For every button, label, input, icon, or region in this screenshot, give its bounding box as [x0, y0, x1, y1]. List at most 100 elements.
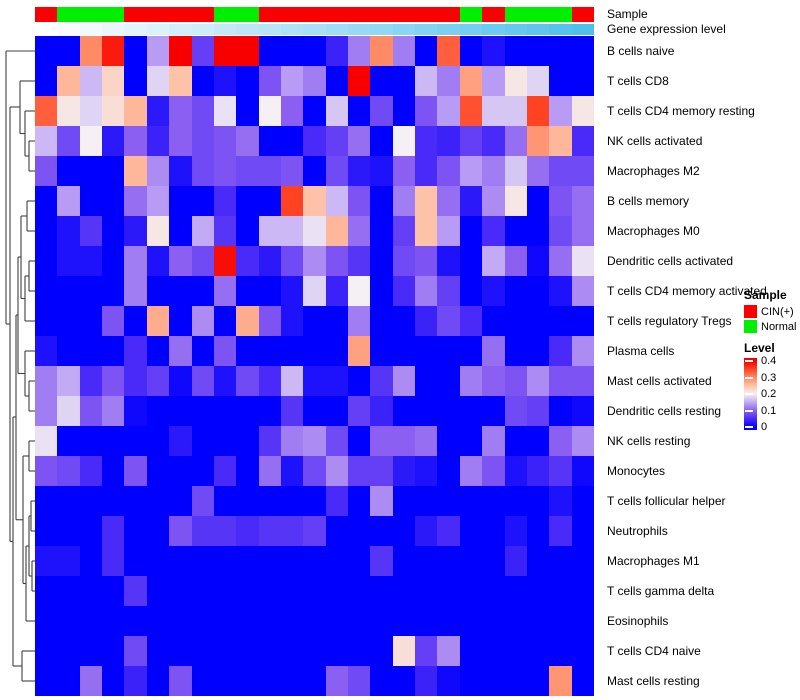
- heatmap-cell: [527, 276, 549, 306]
- heatmap-cell: [192, 36, 214, 66]
- sample-bar-cell: [527, 7, 549, 22]
- heatmap-cell: [281, 36, 303, 66]
- expression-bar-cell: [236, 24, 259, 35]
- heatmap-cell: [236, 636, 259, 666]
- heatmap-cell: [572, 306, 594, 336]
- heatmap-cell: [393, 366, 415, 396]
- sample-bar-cell: [147, 7, 169, 22]
- heatmap-cell: [549, 396, 572, 426]
- expression-bar-cell: [348, 24, 370, 35]
- heatmap-cell: [482, 156, 505, 186]
- heatmap-cell: [303, 96, 326, 126]
- heatmap-cell: [57, 666, 80, 696]
- heatmap-cell: [572, 546, 594, 576]
- level-tick-mark: [745, 360, 753, 362]
- sample-bar-cell: [437, 7, 460, 22]
- heatmap-cell: [80, 666, 102, 696]
- heatmap-cell: [192, 276, 214, 306]
- heatmap-cell: [482, 426, 505, 456]
- heatmap-cell: [192, 216, 214, 246]
- heatmap-cell: [437, 276, 460, 306]
- heatmap-cell: [57, 336, 80, 366]
- heatmap-cell: [214, 36, 236, 66]
- heatmap-cell: [527, 336, 549, 366]
- heatmap-cell: [505, 156, 527, 186]
- heatmap-cell: [482, 186, 505, 216]
- level-tick-label: 0.1: [761, 404, 777, 417]
- heatmap-cell: [437, 396, 460, 426]
- heatmap-cell: [57, 396, 80, 426]
- heatmap-cell: [57, 246, 80, 276]
- row-label: NK cells activated: [607, 134, 703, 148]
- legend: Sample CIN(+) Normal Level 0.4 0.3 0.2 0.1 0: [744, 288, 800, 434]
- heatmap-cell: [281, 306, 303, 336]
- heatmap-cell: [102, 516, 124, 546]
- heatmap-cell: [214, 276, 236, 306]
- heatmap-cell: [549, 126, 572, 156]
- heatmap-cell: [80, 66, 102, 96]
- heatmap-cell: [57, 276, 80, 306]
- legend-sample-title: Sample: [744, 288, 787, 302]
- heatmap-cell: [259, 486, 281, 516]
- row-label: Neutrophils: [607, 524, 668, 538]
- heatmap-cell: [214, 96, 236, 126]
- heatmap-cell: [214, 306, 236, 336]
- heatmap-cell: [393, 216, 415, 246]
- heatmap-cell: [482, 306, 505, 336]
- heatmap-cell: [460, 606, 482, 636]
- heatmap-cell: [393, 186, 415, 216]
- legend-color-swatch: [744, 305, 757, 318]
- heatmap-cell: [370, 456, 393, 486]
- heatmap-cell: [35, 606, 57, 636]
- heatmap-cell: [124, 426, 147, 456]
- heatmap-cell: [236, 246, 259, 276]
- row-label: T cells CD4 memory activated: [607, 284, 767, 298]
- heatmap-cell: [35, 306, 57, 336]
- heatmap-cell: [35, 426, 57, 456]
- heatmap-cell: [527, 396, 549, 426]
- sample-bar-cell: [124, 7, 147, 22]
- heatmap-cell: [169, 126, 192, 156]
- heatmap-cell: [505, 96, 527, 126]
- heatmap-cell: [80, 276, 102, 306]
- heatmap-cell: [124, 246, 147, 276]
- legend-level-title: Level: [744, 341, 775, 355]
- heatmap-cell: [527, 486, 549, 516]
- heatmap-cell: [35, 456, 57, 486]
- heatmap-cell: [326, 606, 348, 636]
- heatmap-cell: [527, 96, 549, 126]
- heatmap-cell: [57, 96, 80, 126]
- heatmap-cell: [147, 546, 169, 576]
- heatmap-cell: [572, 456, 594, 486]
- heatmap-cell: [326, 576, 348, 606]
- heatmap-cell: [437, 216, 460, 246]
- heatmap-cell: [572, 636, 594, 666]
- row-label: T cells gamma delta: [607, 584, 715, 598]
- heatmap-cell: [281, 126, 303, 156]
- heatmap-cell: [348, 276, 370, 306]
- row-label: Dendritic cells resting: [607, 404, 722, 418]
- heatmap-cell: [35, 96, 57, 126]
- sample-bar-cell: [505, 7, 527, 22]
- heatmap-cell: [236, 336, 259, 366]
- heatmap-cell: [124, 486, 147, 516]
- heatmap-cell: [236, 426, 259, 456]
- heatmap-cell: [348, 216, 370, 246]
- heatmap-cell: [415, 396, 437, 426]
- heatmap-cell: [437, 516, 460, 546]
- sample-bar-cell: [460, 7, 482, 22]
- heatmap-cell: [57, 426, 80, 456]
- heatmap-cell: [259, 306, 281, 336]
- expression-bar-cell: [124, 24, 147, 35]
- heatmap-cell: [57, 216, 80, 246]
- heatmap-cell: [259, 186, 281, 216]
- heatmap-cell: [169, 606, 192, 636]
- heatmap-cell: [57, 36, 80, 66]
- heatmap-cell: [348, 456, 370, 486]
- heatmap-cell: [505, 216, 527, 246]
- heatmap-cell: [482, 36, 505, 66]
- heatmap-cell: [460, 246, 482, 276]
- heatmap-cell: [281, 396, 303, 426]
- heatmap-cell: [102, 426, 124, 456]
